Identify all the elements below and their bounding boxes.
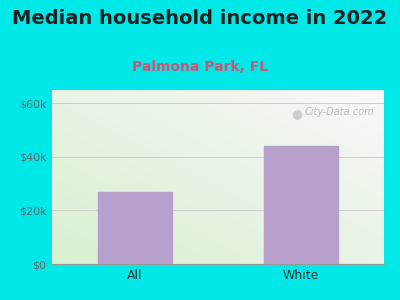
Bar bbox=[264, 146, 338, 264]
Text: Median household income in 2022: Median household income in 2022 bbox=[12, 9, 388, 28]
Bar bbox=[98, 192, 172, 264]
Text: Palmona Park, FL: Palmona Park, FL bbox=[132, 60, 268, 74]
Text: ●: ● bbox=[291, 107, 302, 120]
Text: City-Data.com: City-Data.com bbox=[304, 107, 374, 117]
